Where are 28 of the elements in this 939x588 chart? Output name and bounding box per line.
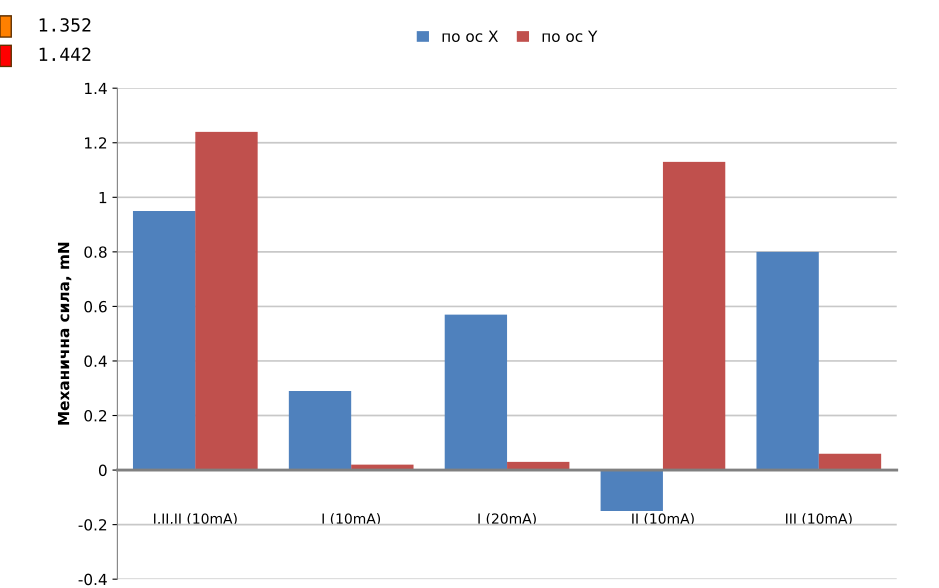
y-tick-label: -0.2: [78, 519, 106, 531]
bar: [818, 454, 882, 470]
y-tick-label: 0.2: [84, 410, 106, 422]
legend-label: по ос X: [442, 30, 498, 42]
bar: [132, 210, 196, 470]
x-tick-label: I (20mA): [478, 513, 536, 526]
x-tick-label: II (10mA): [632, 513, 694, 526]
bar: [195, 132, 258, 470]
x-tick-label: I,II,II (10mA): [154, 513, 237, 526]
y-axis-title: Механична сила, mN: [58, 242, 72, 425]
y-tick-label: 0: [98, 464, 107, 476]
y-tick-label: 0.8: [84, 246, 107, 258]
y-tick-label: -0.4: [78, 574, 107, 586]
bar: [444, 314, 508, 470]
y-tick-label: 1: [100, 192, 106, 204]
bar: [288, 390, 352, 470]
y-tick-label: 0.4: [84, 355, 107, 367]
y-tick-label: 0.6: [84, 300, 107, 312]
bar: [600, 470, 663, 511]
bar: [662, 162, 726, 470]
text: 1.352: [40, 18, 90, 32]
x-tick-label: I (10mA): [322, 513, 380, 526]
y-tick-label: 1.2: [85, 137, 106, 149]
y-tick-label: 1.4: [85, 82, 107, 94]
x-tick-label: III (10mA): [786, 513, 852, 526]
legend-label: по ос Y: [542, 30, 598, 42]
bar: [756, 252, 819, 470]
text: 1.442: [40, 47, 90, 61]
